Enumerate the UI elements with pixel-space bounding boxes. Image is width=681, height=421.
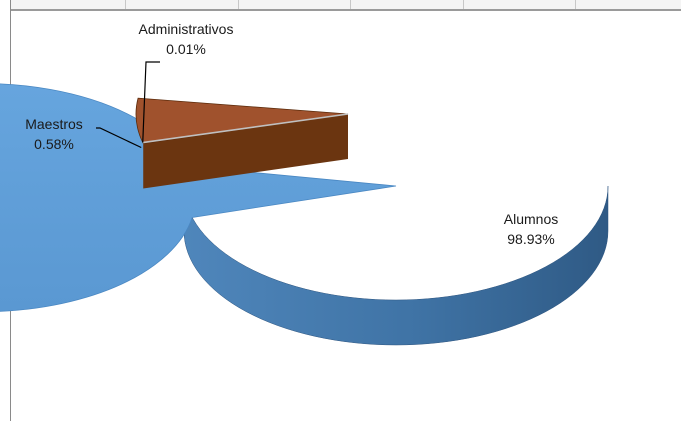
data-label-maestros: Maestros 0.58% [25, 116, 83, 152]
data-label-administrativos: Administrativos 0.01% [139, 21, 234, 57]
slice-alumnos [0, 83, 397, 312]
leader-line-maestros [96, 127, 142, 149]
sheet-gridline-tick [575, 0, 576, 9]
sheet-gridline-tick [350, 0, 351, 9]
sheet-gridline-tick [463, 0, 464, 9]
sheet-gridline-tick [125, 0, 126, 9]
slice-side-alumnos [183, 185, 609, 346]
slice-side-maestros [143, 114, 348, 189]
data-label-alumnos: Alumnos 98.93% [504, 211, 558, 247]
sheet-gridline-tick [238, 0, 239, 9]
slice-maestros [135, 97, 349, 144]
slice-administrativos [142, 113, 349, 144]
leader-line-administrativos [142, 61, 160, 143]
sheet-gridline-top [10, 0, 681, 11]
